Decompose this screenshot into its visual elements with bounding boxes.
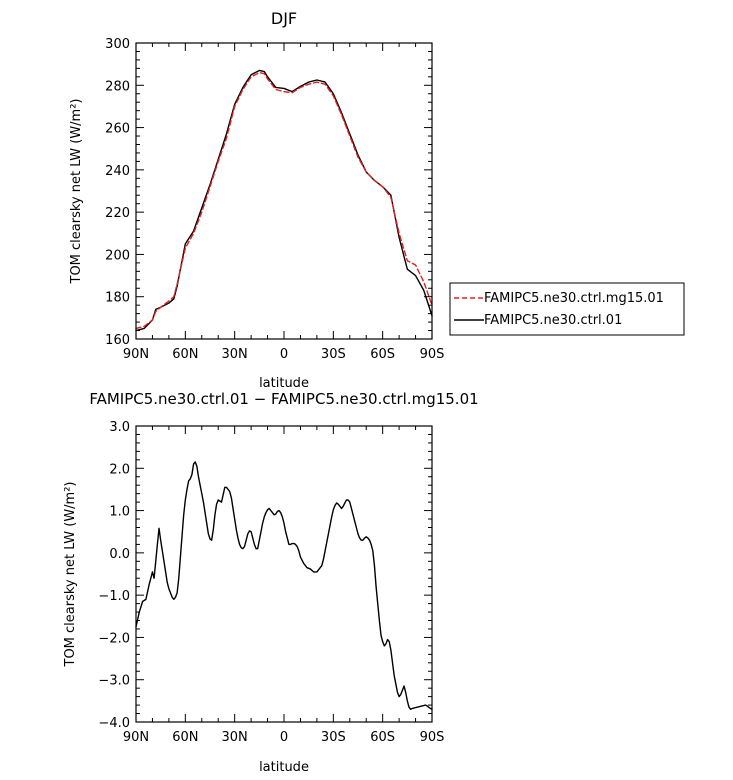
y-tick-label: 180 xyxy=(105,291,130,306)
difference-series-group xyxy=(135,461,433,711)
x-tick-label: 0 xyxy=(280,730,288,745)
y-tick-label: 2.0 xyxy=(109,462,130,477)
chart-title: FAMIPC5.ne30.ctrl.01 − FAMIPC5.ne30.ctrl… xyxy=(89,390,478,408)
y-tick-label: 300 xyxy=(105,37,130,52)
y-tick-label: −4.0 xyxy=(98,716,130,731)
axis-ticks: 90N 60N 30N 0 30S 60S 90S −4.0 −3.0 −2.0 −1.0 0.0 1.… xyxy=(98,420,444,745)
x-tick-label: 60N xyxy=(172,730,198,745)
x-tick-label: 30N xyxy=(222,347,248,362)
series-line-ctrl xyxy=(135,461,433,711)
y-tick-label: 280 xyxy=(105,79,130,94)
djf-panel: DJF 90N 60N 30N 0 30S 60S 90S 160 180 200 220 240 26… xyxy=(69,9,685,391)
x-tick-label: 30S xyxy=(321,347,346,362)
x-axis-label: latitude xyxy=(259,376,309,391)
y-tick-label: −3.0 xyxy=(98,674,130,689)
x-tick-label: 60N xyxy=(172,347,198,362)
plot-frame xyxy=(135,425,433,723)
djf-series-group xyxy=(135,69,433,332)
x-tick-label: 90S xyxy=(420,730,445,745)
series-line-mg15 xyxy=(135,71,433,330)
legend-label-mg15: FAMIPC5.ne30.ctrl.mg15.01 xyxy=(484,291,664,306)
x-axis-label: latitude xyxy=(259,760,309,775)
y-tick-label: −2.0 xyxy=(98,631,130,646)
y-tick-label: 220 xyxy=(105,206,130,221)
x-tick-label: 60S xyxy=(370,347,395,362)
legend: FAMIPC5.ne30.ctrl.mg15.01 FAMIPC5.ne30.c… xyxy=(449,282,685,336)
y-tick-label: 260 xyxy=(105,122,130,137)
legend-label-ctrl: FAMIPC5.ne30.ctrl.01 xyxy=(484,313,622,328)
y-tick-label: 3.0 xyxy=(109,420,130,435)
x-tick-label: 90S xyxy=(420,347,445,362)
difference-panel: FAMIPC5.ne30.ctrl.01 − FAMIPC5.ne30.ctrl… xyxy=(63,390,479,775)
series-line-ctrl xyxy=(135,69,433,332)
y-axis-label: TOM clearsky net LW (W/m²) xyxy=(69,98,84,284)
y-tick-label: 240 xyxy=(105,164,130,179)
x-tick-label: 90N xyxy=(123,730,149,745)
y-tick-label: 160 xyxy=(105,333,130,348)
y-tick-label: 1.0 xyxy=(109,505,130,520)
x-tick-label: 30S xyxy=(321,730,346,745)
x-tick-label: 90N xyxy=(123,347,149,362)
y-axis-label: TOM clearsky net LW (W/m²) xyxy=(63,481,78,667)
x-tick-label: 0 xyxy=(280,347,288,362)
legend-box xyxy=(449,282,685,336)
y-tick-label: 200 xyxy=(105,248,130,263)
y-tick-label: 0.0 xyxy=(109,547,130,562)
x-tick-label: 60S xyxy=(370,730,395,745)
x-tick-label: 30N xyxy=(222,730,248,745)
y-tick-label: −1.0 xyxy=(98,589,130,604)
axis-ticks: 90N 60N 30N 0 30S 60S 90S 160 180 200 220 240 260 280… xyxy=(105,37,444,362)
chart-title: DJF xyxy=(271,9,297,28)
